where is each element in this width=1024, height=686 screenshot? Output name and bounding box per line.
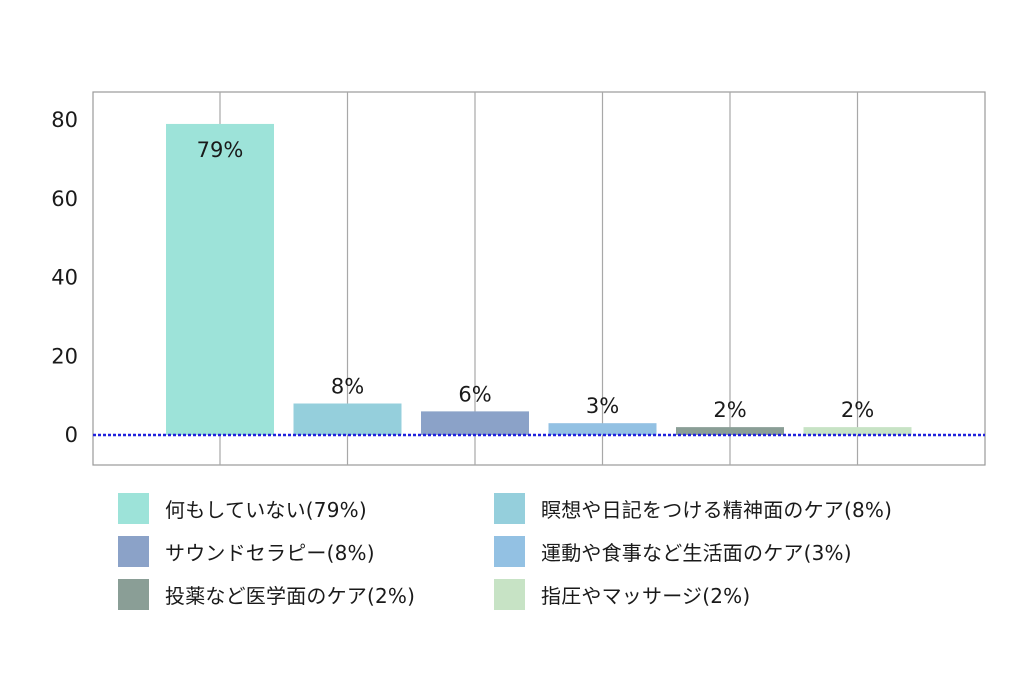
bar bbox=[166, 123, 274, 435]
y-tick-label: 40 bbox=[51, 266, 78, 290]
chart-legend: 何もしていない(79%) 瞑想や日記をつける精神面のケア(8%) サウンドセラピー(… bbox=[118, 492, 998, 610]
legend-swatch bbox=[494, 492, 525, 524]
legend-swatch bbox=[494, 578, 525, 610]
legend-label: 指圧やマッサージ(2%) bbox=[541, 583, 751, 608]
bar bbox=[548, 423, 657, 435]
legend-swatch bbox=[494, 535, 525, 567]
legend-item: 瞑想や日記をつける精神面のケア(8%) bbox=[494, 492, 964, 524]
y-tick-label: 0 bbox=[65, 423, 78, 447]
legend-label: 投薬など医学面のケア(2%) bbox=[165, 583, 416, 608]
bar bbox=[676, 427, 784, 435]
data-label: 8% bbox=[331, 375, 364, 399]
legend-swatch bbox=[118, 578, 149, 610]
data-label: 3% bbox=[586, 394, 619, 418]
y-tick-label: 80 bbox=[51, 108, 78, 132]
y-tick-label: 60 bbox=[51, 187, 78, 211]
legend-label: 何もしていない(79%) bbox=[165, 497, 367, 522]
legend-swatch bbox=[118, 492, 149, 524]
legend-item: 指圧やマッサージ(2%) bbox=[494, 578, 964, 610]
y-tick-label: 20 bbox=[51, 344, 78, 368]
legend-label: 運動や食事など生活面のケア(3%) bbox=[541, 540, 852, 565]
legend-label: サウンドセラピー(8%) bbox=[165, 540, 375, 565]
data-label: 79% bbox=[197, 138, 244, 162]
bar bbox=[293, 403, 402, 435]
data-label: 6% bbox=[458, 382, 491, 406]
data-label: 2% bbox=[841, 398, 874, 422]
legend-item: 何もしていない(79%) bbox=[118, 492, 494, 524]
legend-swatch bbox=[118, 535, 149, 567]
data-label: 2% bbox=[713, 398, 746, 422]
bar bbox=[421, 411, 529, 435]
legend-item: サウンドセラピー(8%) bbox=[118, 535, 494, 567]
legend-item: 投薬など医学面のケア(2%) bbox=[118, 578, 494, 610]
bar bbox=[803, 427, 912, 435]
legend-item: 運動や食事など生活面のケア(3%) bbox=[494, 535, 964, 567]
legend-label: 瞑想や日記をつける精神面のケア(8%) bbox=[541, 497, 893, 522]
